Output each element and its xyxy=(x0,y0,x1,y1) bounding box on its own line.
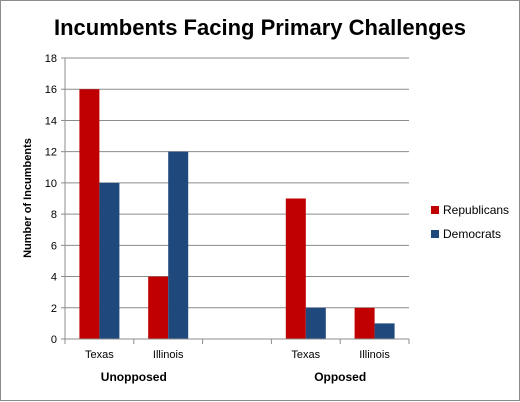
axes xyxy=(64,58,410,344)
bar-democrats-4 xyxy=(374,323,395,339)
x-category-label: Texas xyxy=(291,349,320,361)
y-tick-label: 2 xyxy=(51,303,57,315)
bar-democrats-0 xyxy=(99,182,120,339)
x-group-label: Unopposed xyxy=(101,370,167,384)
legend-label: Democrats xyxy=(443,227,501,241)
x-group-label: Opposed xyxy=(314,370,366,384)
legend: Republicans Democrats xyxy=(431,203,509,241)
y-tick-label: 16 xyxy=(45,84,57,96)
y-tick-label: 0 xyxy=(51,334,57,346)
y-tick-label: 8 xyxy=(51,209,57,221)
y-tick-label: 10 xyxy=(45,178,57,190)
chart-title: Incumbents Facing Primary Challenges xyxy=(54,15,466,40)
y-tick-label: 18 xyxy=(45,53,57,65)
y-axis-label: Number of Incumbents xyxy=(22,138,34,258)
legend-label: Republicans xyxy=(443,203,509,217)
y-tick-label: 6 xyxy=(51,240,57,252)
bar-republicans-4 xyxy=(354,307,375,339)
y-tick-label: 12 xyxy=(45,147,57,159)
legend-swatch xyxy=(431,206,439,214)
x-category-label: Illinois xyxy=(153,349,184,361)
x-axis-categories: Texas Illinois Texas Illinois xyxy=(85,349,390,361)
bar-democrats-1 xyxy=(168,151,189,339)
gridlines xyxy=(65,57,409,340)
x-category-label: Illinois xyxy=(359,349,390,361)
y-tick-label: 4 xyxy=(51,272,57,284)
y-axis-ticks: 0 2 4 6 8 10 12 14 16 18 xyxy=(45,53,65,346)
bar-republicans-0 xyxy=(79,89,100,339)
y-tick-label: 14 xyxy=(45,115,57,127)
x-category-label: Texas xyxy=(85,349,114,361)
bar-democrats-3 xyxy=(305,307,326,339)
x-axis-groups: Unopposed Opposed xyxy=(101,370,366,384)
bar-republicans-1 xyxy=(148,276,169,339)
bar-republicans-3 xyxy=(285,198,306,339)
legend-swatch xyxy=(431,230,439,238)
bars xyxy=(79,89,395,339)
